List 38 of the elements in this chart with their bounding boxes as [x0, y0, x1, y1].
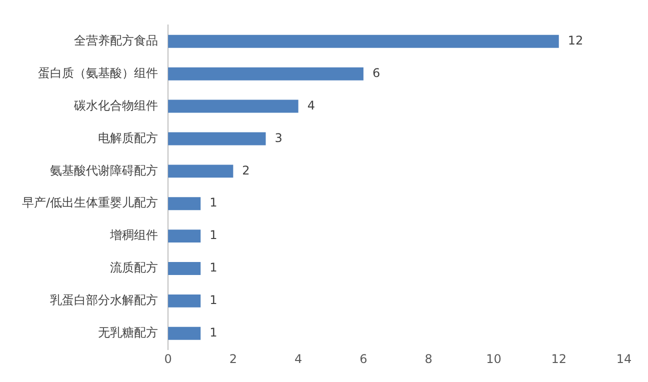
data-label: 1	[210, 293, 218, 308]
y-tick-label: 增稠组件	[109, 228, 158, 242]
bar	[168, 326, 201, 340]
x-tick-label: 14	[616, 352, 632, 366]
y-tick-label: 氨基酸代谢障碍配方	[50, 163, 158, 178]
bar	[168, 100, 298, 113]
y-tick-label: 流质配方	[110, 260, 158, 275]
y-tick-label: 无乳糖配方	[98, 326, 158, 340]
data-label: 6	[372, 66, 380, 80]
y-tick-label: 蛋白质（氨基酸）组件	[38, 66, 158, 80]
data-label: 12	[568, 34, 584, 48]
bar	[168, 262, 201, 275]
x-tick-label: 2	[229, 352, 237, 366]
x-tick-label: 0	[164, 352, 172, 366]
bar	[168, 132, 266, 146]
bar	[168, 67, 364, 80]
y-tick-label: 早产/低出生体重婴儿配方	[22, 196, 158, 210]
bar	[168, 294, 201, 308]
data-label: 2	[242, 163, 250, 178]
bar	[168, 164, 234, 178]
bar	[168, 230, 201, 243]
data-label: 1	[210, 260, 218, 275]
y-tick-label: 电解质配方	[98, 130, 158, 145]
x-tick-label: 10	[486, 352, 502, 366]
data-label: 1	[210, 326, 218, 340]
data-label: 4	[307, 98, 315, 112]
data-label: 1	[210, 228, 218, 242]
data-label: 1	[210, 196, 218, 210]
x-tick-label: 12	[551, 352, 567, 366]
x-tick-label: 4	[294, 352, 302, 366]
y-tick-label: 乳蛋白部分水解配方	[50, 293, 158, 308]
x-tick-label: 8	[424, 352, 432, 366]
y-tick-label: 全营养配方食品	[74, 34, 158, 48]
bar	[168, 34, 559, 48]
y-tick-label: 碳水化合物组件	[73, 98, 158, 112]
bar	[168, 197, 201, 210]
data-label: 3	[274, 130, 282, 145]
x-tick-label: 6	[360, 352, 368, 366]
